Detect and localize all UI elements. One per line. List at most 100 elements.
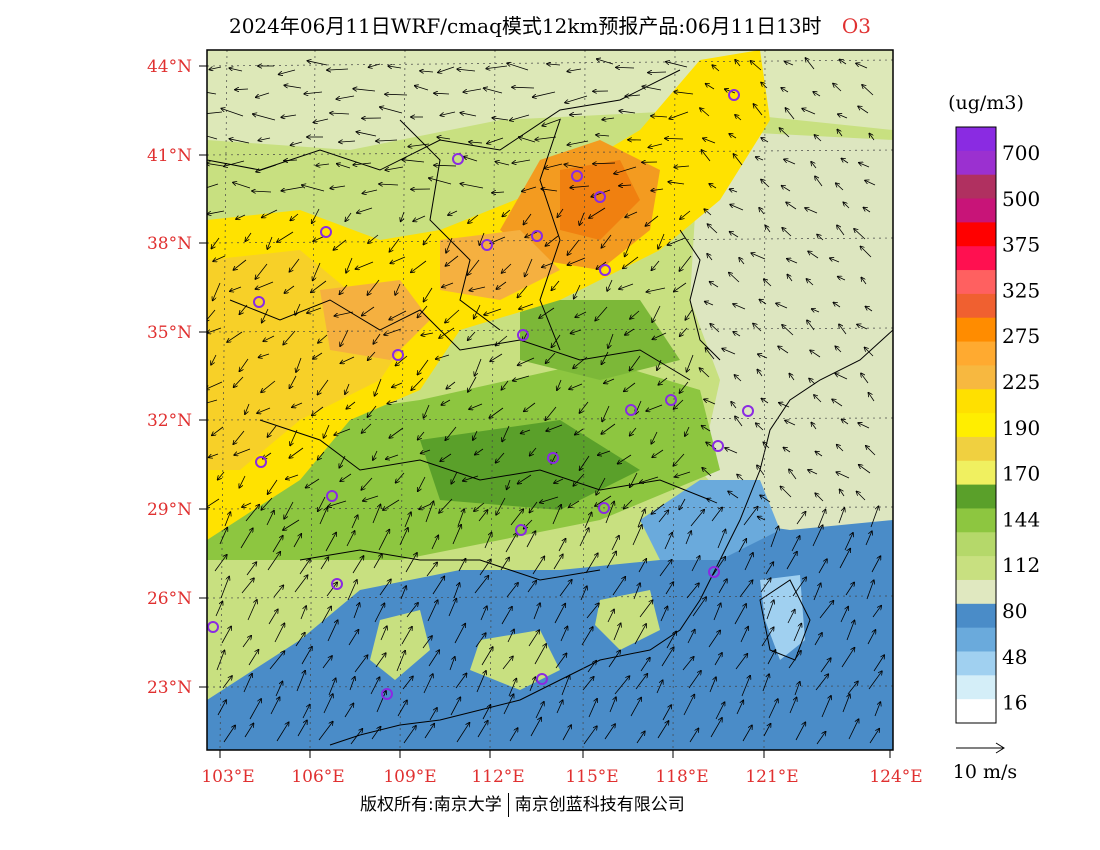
wind-arrow-icon [546, 424, 563, 431]
wind-arrow-icon [368, 351, 376, 360]
wind-arrow-icon [795, 722, 805, 741]
wind-arrow-icon [427, 600, 438, 622]
title-text: 2024年06月11日WRF/cmaq模式12km预报产品:06月11日13时 [228, 14, 822, 38]
station-marker[interactable] [625, 404, 637, 416]
station-marker[interactable] [517, 329, 529, 341]
wind-arrow-icon [733, 154, 743, 166]
station-marker[interactable] [599, 264, 611, 276]
wind-arrow-icon [246, 562, 256, 576]
wind-arrow-icon [757, 465, 765, 476]
station-marker[interactable] [381, 688, 393, 700]
station-marker[interactable] [326, 490, 338, 502]
wind-arrow-icon [756, 423, 764, 431]
wind-arrow-icon [665, 582, 673, 595]
wind-arrow-icon [323, 694, 333, 714]
wind-arrow-icon [325, 533, 336, 552]
wind-arrow-icon [551, 334, 561, 347]
station-marker[interactable] [742, 405, 754, 417]
wind-arrow-icon [299, 559, 310, 575]
wind-arrow-icon [612, 577, 625, 596]
wind-arrow-icon [450, 697, 460, 716]
station-marker[interactable] [515, 524, 527, 536]
wind-arrow-icon [863, 208, 871, 213]
wind-arrow-icon [729, 273, 740, 283]
wind-arrow-icon [808, 251, 819, 259]
wind-arrow-icon [787, 610, 795, 624]
colorbar-tick-label: 375 [1002, 233, 1040, 257]
wind-arrow-icon [738, 539, 746, 553]
wind-arrow-icon [396, 651, 405, 672]
wind-arrow-icon [333, 239, 347, 250]
wind-arrow-icon [542, 262, 554, 267]
wind-arrow-icon [785, 108, 795, 120]
station-marker[interactable] [255, 456, 267, 468]
wind-arrow-icon [584, 512, 592, 529]
station-marker[interactable] [207, 621, 219, 633]
station-marker[interactable] [547, 452, 559, 464]
wind-arrow-icon [588, 699, 597, 718]
wind-arrow-icon [496, 452, 505, 463]
station-marker[interactable] [320, 226, 332, 238]
wind-arrow-icon [349, 677, 355, 691]
wind-arrow-icon [495, 162, 510, 166]
wind-arrow-icon [762, 674, 769, 692]
station-marker[interactable] [536, 673, 548, 685]
wind-arrow-icon [319, 508, 327, 525]
wind-arrow-icon [418, 476, 426, 491]
wind-arrow-icon [425, 501, 434, 523]
wind-arrow-icon [213, 282, 221, 301]
station-marker[interactable] [531, 230, 543, 242]
wind-arrow-icon [865, 180, 876, 186]
wind-arrow-icon [820, 658, 831, 673]
wind-arrow-icon [731, 402, 737, 409]
wind-arrow-icon [496, 497, 506, 515]
wind-arrow-icon [658, 233, 665, 249]
wind-arrow-icon [871, 556, 881, 573]
wind-arrow-icon [293, 534, 301, 548]
wind-arrow-icon [614, 676, 630, 695]
wind-arrow-icon [608, 333, 614, 348]
station-marker[interactable] [571, 170, 583, 182]
station-marker[interactable] [594, 191, 606, 203]
station-marker[interactable] [331, 578, 343, 590]
wind-arrow-icon [559, 580, 572, 597]
wind-arrow-icon [330, 186, 346, 188]
wind-arrow-icon [839, 60, 847, 65]
wind-arrow-icon [857, 492, 866, 501]
wind-arrow-icon [396, 472, 405, 483]
station-marker[interactable] [481, 239, 493, 251]
wind-arrow-icon [318, 334, 328, 343]
wind-arrow-icon [785, 420, 796, 426]
wind-arrow-icon [279, 69, 296, 74]
station-marker[interactable] [728, 89, 740, 101]
wind-arrow-icon [460, 184, 484, 189]
wind-arrow-icon [397, 700, 407, 717]
wind-arrow-icon [269, 651, 285, 670]
wind-arrow-icon [753, 324, 762, 332]
wind-arrow-icon [480, 606, 487, 621]
wind-arrow-icon [464, 157, 478, 162]
wind-arrow-icon [601, 351, 609, 364]
station-marker[interactable] [452, 153, 464, 165]
wind-arrow-icon [526, 531, 536, 548]
station-marker[interactable] [708, 566, 720, 578]
map-frame [206, 49, 894, 751]
wind-arrow-icon [346, 401, 356, 409]
station-marker[interactable] [598, 502, 610, 514]
wind-scale-label: 10 m/s [953, 761, 1017, 783]
wind-arrow-icon [811, 423, 817, 430]
wind-arrow-icon [212, 426, 224, 435]
station-marker[interactable] [665, 394, 677, 406]
wind-arrow-icon [477, 721, 488, 738]
wind-arrow-icon [841, 159, 849, 164]
station-marker[interactable] [392, 349, 404, 361]
wind-arrow-icon [229, 68, 243, 72]
station-marker[interactable] [253, 296, 265, 308]
colorbar-swatch [956, 246, 996, 271]
wind-arrow-icon [259, 353, 270, 357]
wind-arrow-icon [451, 471, 458, 484]
wind-arrow-icon [275, 681, 283, 697]
wind-arrow-icon [819, 601, 834, 619]
wind-arrow-icon [585, 553, 598, 574]
station-marker[interactable] [712, 440, 724, 452]
